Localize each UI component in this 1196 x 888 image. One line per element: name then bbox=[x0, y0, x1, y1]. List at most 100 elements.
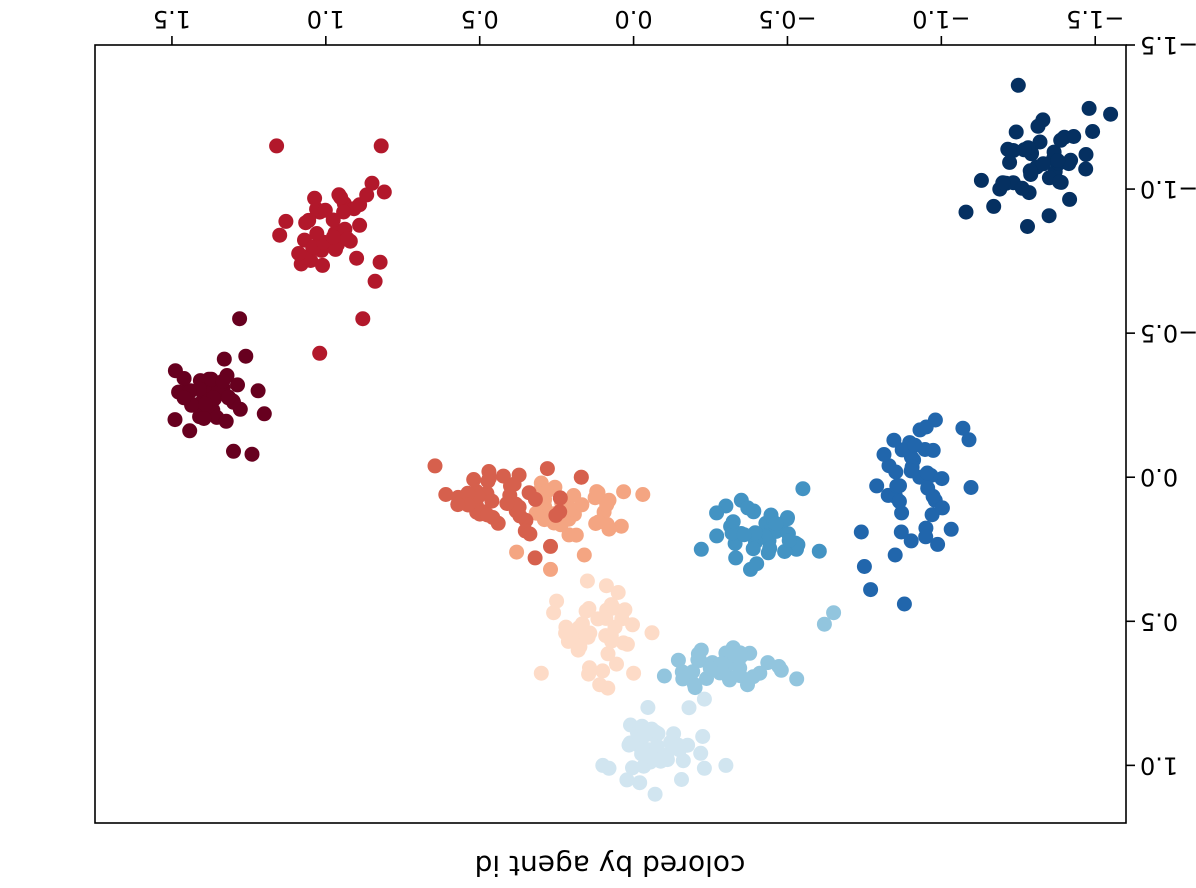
scatter-point bbox=[943, 521, 959, 537]
x-tick-label: 0.0 bbox=[614, 5, 652, 33]
scatter-point bbox=[1022, 163, 1038, 179]
scatter-point bbox=[215, 373, 231, 389]
scatter-point bbox=[480, 507, 495, 523]
x-axis-label: colored by agent id bbox=[475, 849, 746, 882]
scatter-point bbox=[450, 497, 466, 513]
scatter-point bbox=[232, 311, 248, 327]
scatter-point bbox=[616, 484, 632, 500]
scatter-point bbox=[925, 442, 941, 458]
scatter-point bbox=[728, 550, 744, 566]
scatter-point bbox=[626, 665, 642, 681]
scatter-point bbox=[230, 377, 245, 393]
scatter-point bbox=[693, 745, 709, 761]
scatter-point bbox=[718, 757, 734, 773]
points-layer bbox=[167, 77, 1119, 802]
y-tick-label: 0.0 bbox=[1140, 463, 1178, 491]
scatter-point bbox=[958, 204, 974, 220]
scatter-point bbox=[1078, 147, 1094, 162]
scatter-point bbox=[333, 190, 349, 205]
scatter-point bbox=[549, 593, 565, 609]
scatter-point bbox=[427, 458, 443, 474]
scatter-point bbox=[745, 541, 761, 557]
scatter-point bbox=[696, 760, 712, 776]
scatter-point bbox=[167, 412, 183, 428]
scatter-point bbox=[693, 541, 709, 557]
scatter-point bbox=[920, 480, 936, 496]
scatter-point bbox=[176, 371, 192, 386]
scatter-point bbox=[635, 487, 651, 502]
scatter-point bbox=[1053, 132, 1069, 148]
scatter-point bbox=[376, 184, 392, 200]
scatter-point bbox=[686, 677, 702, 692]
scatter-point bbox=[599, 517, 615, 532]
scatter-point bbox=[768, 516, 784, 532]
scatter-point bbox=[963, 480, 979, 495]
scatter-point bbox=[581, 601, 597, 616]
scatter-point bbox=[722, 672, 738, 688]
scatter-point bbox=[681, 700, 697, 716]
scatter-point bbox=[278, 213, 294, 229]
scatter-point bbox=[590, 611, 606, 627]
scatter-point bbox=[244, 446, 260, 462]
scatter-point bbox=[893, 524, 909, 540]
scatter-point bbox=[1035, 156, 1051, 172]
scatter-point bbox=[1085, 124, 1101, 139]
scatter-point bbox=[269, 138, 285, 154]
scatter-point bbox=[574, 497, 590, 513]
scatter-point bbox=[527, 550, 543, 566]
scatter-point bbox=[656, 668, 672, 684]
scatter-point bbox=[250, 383, 266, 399]
scatter-point bbox=[599, 497, 615, 513]
scatter-point bbox=[1014, 180, 1030, 196]
scatter-point bbox=[615, 635, 631, 651]
scatter-point bbox=[325, 229, 341, 245]
scatter-point bbox=[548, 507, 564, 523]
scatter-point bbox=[1066, 129, 1082, 144]
scatter-point bbox=[578, 627, 594, 643]
scatter-point bbox=[749, 556, 765, 572]
scatter-point bbox=[826, 605, 842, 621]
scatter-point bbox=[336, 204, 352, 220]
scatter-point bbox=[995, 175, 1011, 191]
scatter-point bbox=[359, 187, 375, 203]
axes-frame bbox=[94, 44, 1127, 824]
scatter-point bbox=[298, 215, 314, 231]
x-tick-label: −0.5 bbox=[758, 5, 816, 33]
scatter-point bbox=[762, 540, 778, 556]
scatter-point bbox=[558, 625, 574, 641]
scatter-point bbox=[1081, 100, 1097, 116]
scatter-point bbox=[373, 138, 389, 154]
scatter-point bbox=[1050, 153, 1066, 168]
scatter-point bbox=[955, 420, 971, 436]
scatter-point bbox=[876, 447, 892, 462]
scatter-point bbox=[372, 254, 388, 270]
scatter-point bbox=[605, 600, 621, 616]
scatter-point bbox=[587, 490, 603, 506]
scatter-point bbox=[1041, 208, 1057, 224]
scatter-point bbox=[312, 345, 328, 361]
scatter-point bbox=[522, 526, 538, 542]
scatter-point bbox=[619, 772, 635, 788]
scatter-point bbox=[892, 478, 907, 494]
scatter-point bbox=[568, 527, 584, 543]
scatter-point bbox=[856, 559, 872, 574]
scatter-point bbox=[1062, 191, 1078, 207]
scatter-point bbox=[466, 472, 482, 487]
scatter-point bbox=[216, 351, 232, 367]
scatter-point bbox=[724, 525, 740, 541]
scatter-point bbox=[480, 473, 496, 489]
scatter-point bbox=[579, 573, 595, 589]
scatter-point bbox=[670, 652, 686, 668]
x-tick-label: −1.0 bbox=[912, 5, 970, 33]
scatter-point bbox=[610, 585, 626, 600]
scatter-point bbox=[309, 226, 325, 241]
scatter-point bbox=[640, 700, 656, 715]
scatter-point bbox=[460, 485, 476, 501]
scatter-point bbox=[543, 538, 558, 554]
scatter-point bbox=[339, 231, 355, 247]
scatter-point bbox=[613, 518, 629, 534]
scatter-point bbox=[315, 257, 330, 273]
scatter-point bbox=[816, 616, 832, 632]
